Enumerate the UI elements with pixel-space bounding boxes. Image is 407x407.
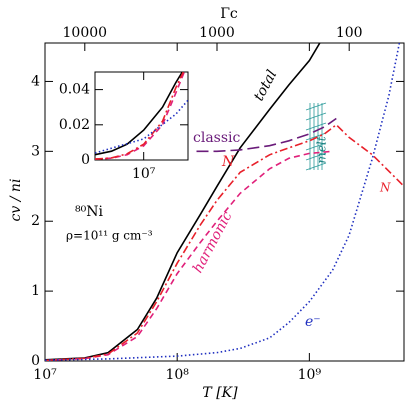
y-tick-label: 2 bbox=[31, 213, 40, 229]
y-tick-label: 0.04 bbox=[59, 82, 90, 98]
x-tick-label: 10⁷ bbox=[33, 367, 57, 383]
annotation: melt bbox=[315, 136, 329, 163]
series-line bbox=[45, 123, 404, 361]
series-line bbox=[45, 43, 401, 361]
y-tick-label: 4 bbox=[31, 73, 40, 89]
series-line bbox=[95, 72, 186, 160]
series-line bbox=[95, 99, 188, 154]
y-tick-label: 0 bbox=[31, 353, 40, 369]
y-tick-label: 0.02 bbox=[59, 117, 90, 133]
series-line bbox=[95, 72, 183, 156]
x-axis-label: T [K] bbox=[202, 385, 238, 401]
melt-band bbox=[305, 102, 327, 171]
annotation: ρ=10¹¹ g cm⁻³ bbox=[66, 229, 153, 243]
x2-tick-label: 10000 bbox=[63, 25, 108, 41]
series-label: N bbox=[221, 154, 235, 170]
series-line bbox=[45, 43, 321, 361]
y-tick-label: 1 bbox=[31, 283, 40, 299]
series-label: e⁻ bbox=[305, 314, 321, 330]
series-line bbox=[45, 150, 333, 361]
series-line bbox=[95, 72, 185, 160]
annotation: N bbox=[379, 181, 391, 195]
x2-tick-label: 100 bbox=[336, 25, 363, 41]
x2-tick-label: 1000 bbox=[199, 25, 235, 41]
plot-frame bbox=[44, 42, 405, 362]
series-label: total bbox=[251, 68, 280, 104]
x-tick-label: 10⁸ bbox=[165, 367, 189, 383]
x2-axis-label: Γc bbox=[220, 6, 238, 22]
y-tick-label: 0 bbox=[81, 152, 90, 168]
annotation: ⁸⁰Ni bbox=[75, 204, 103, 220]
y-tick-label: 3 bbox=[31, 143, 40, 159]
series-line bbox=[196, 117, 337, 153]
y-axis-label: cv / ni bbox=[8, 179, 24, 222]
x-tick-label: 10⁹ bbox=[298, 367, 322, 383]
x-tick-label: 10⁷ bbox=[132, 166, 156, 182]
series-label: classic bbox=[193, 130, 241, 146]
